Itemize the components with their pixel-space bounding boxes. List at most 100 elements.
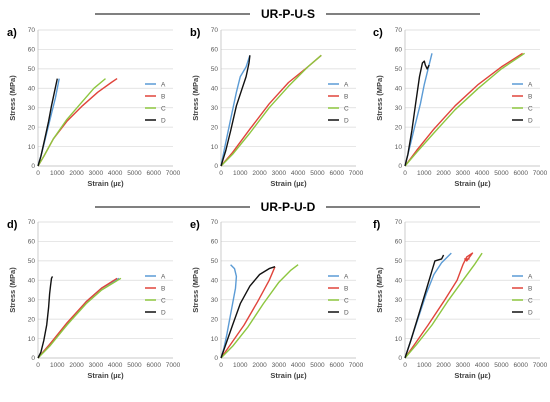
x-tick-label: 5000: [127, 362, 142, 369]
y-axis-title: Stress (MPa): [8, 267, 17, 313]
y-tick-label: 0: [31, 163, 35, 170]
x-tick-label: 7000: [166, 362, 181, 369]
legend-label-b: B: [344, 93, 348, 100]
x-tick-label: 3000: [272, 170, 287, 177]
series-line-a: [220, 264, 238, 359]
x-tick-label: 6000: [329, 170, 344, 177]
y-tick-label: 0: [398, 355, 402, 362]
y-tick-label: 10: [395, 336, 403, 343]
x-tick-label: 5000: [494, 362, 509, 369]
y-tick-label: 50: [28, 66, 36, 73]
y-tick-label: 20: [211, 316, 219, 323]
y-tick-label: 70: [395, 27, 403, 34]
panel-d: d) 0 10 20 30 40 50 60 70 0 1000 2000 3000 4000 5000 60…: [7, 219, 181, 380]
y-tick-label: 0: [31, 355, 35, 362]
legend-label-a: A: [161, 81, 166, 88]
y-tick-label: 20: [28, 124, 36, 131]
group-title-bg-bottom: [250, 198, 326, 214]
x-axis-title: Strain (µε): [87, 179, 124, 188]
legend-label-b: B: [161, 93, 165, 100]
legend-label-d: D: [528, 309, 533, 316]
x-tick-label: 4000: [291, 170, 306, 177]
x-tick-label: 2000: [436, 362, 451, 369]
y-tick-label: 40: [28, 277, 36, 284]
series-line-c: [220, 54, 322, 167]
series-line-b: [37, 277, 118, 359]
y-tick-label: 30: [395, 105, 403, 112]
series-line-c: [37, 78, 106, 167]
x-tick-label: 7000: [166, 170, 181, 177]
y-tick-label: 50: [211, 66, 219, 73]
y-tick-label: 10: [211, 336, 219, 343]
x-tick-label: 1000: [233, 362, 248, 369]
series-line-c: [220, 264, 299, 359]
group-header-top: UR-P-U-S: [95, 5, 480, 21]
y-tick-label: 20: [28, 316, 36, 323]
x-tick-label: 5000: [310, 170, 325, 177]
x-tick-label: 4000: [108, 362, 123, 369]
y-tick-label: 10: [395, 144, 403, 151]
y-tick-label: 60: [211, 47, 219, 54]
series-line-d: [220, 55, 251, 167]
x-tick-label: 0: [36, 362, 40, 369]
y-tick-label: 30: [28, 297, 36, 304]
group-title-bg-top: [250, 5, 326, 21]
panel-f: f) 0 10 20 30 40 50 60 70 0 1000 2000 3000 4000 5000 60…: [373, 219, 548, 380]
legend-label-c: C: [161, 105, 166, 112]
legend-label-a: A: [344, 273, 349, 280]
group-header-bottom: UR-P-U-D: [95, 198, 480, 214]
y-tick-label: 70: [28, 27, 36, 34]
y-tick-label: 30: [395, 297, 403, 304]
y-tick-label: 0: [214, 355, 218, 362]
y-tick-label: 10: [28, 336, 36, 343]
panel-a: a) 0 10 20 30 40 50 60 70 0 1000 2000 3000 4000 5000 60…: [7, 27, 181, 188]
y-tick-label: 0: [398, 163, 402, 170]
x-tick-label: 1000: [417, 362, 432, 369]
y-axis-title: Stress (MPa): [191, 267, 200, 313]
x-tick-label: 1000: [417, 170, 432, 177]
x-tick-label: 0: [36, 170, 40, 177]
y-tick-label: 20: [395, 316, 403, 323]
y-axis-title: Stress (MPa): [8, 75, 17, 121]
y-tick-label: 70: [395, 219, 403, 226]
legend-label-b: B: [344, 285, 348, 292]
series-line-d: [37, 78, 58, 167]
x-tick-label: 1000: [50, 170, 65, 177]
legend-label-c: C: [344, 297, 349, 304]
y-tick-label: 70: [211, 219, 219, 226]
legend-label-c: C: [528, 297, 533, 304]
x-tick-label: 3000: [456, 362, 471, 369]
y-tick-label: 50: [211, 258, 219, 265]
x-tick-label: 4000: [475, 362, 490, 369]
x-axis-title: Strain (µε): [270, 371, 307, 380]
group-title-bottom: UR-P-U-D: [261, 200, 316, 214]
x-tick-label: 4000: [291, 362, 306, 369]
x-tick-label: 7000: [533, 170, 548, 177]
y-tick-label: 50: [28, 258, 36, 265]
y-tick-label: 30: [211, 105, 219, 112]
x-tick-label: 2000: [69, 362, 84, 369]
series-line-a: [220, 55, 251, 167]
panel-label: a): [7, 27, 17, 39]
y-tick-label: 60: [211, 239, 219, 246]
y-axis-title: Stress (MPa): [191, 75, 200, 121]
legend-label-c: C: [161, 297, 166, 304]
y-tick-label: 40: [211, 277, 219, 284]
x-tick-label: 6000: [329, 362, 344, 369]
legend-label-d: D: [528, 117, 533, 124]
x-tick-label: 6000: [146, 170, 161, 177]
legend-label-c: C: [344, 105, 349, 112]
x-tick-label: 6000: [513, 362, 528, 369]
panel-c: c) 0 10 20 30 40 50 60 70 0 1000 2000 3000 4000 5000 60…: [373, 27, 548, 188]
legend-label-a: A: [528, 81, 533, 88]
x-tick-label: 7000: [533, 362, 548, 369]
y-tick-label: 70: [28, 219, 36, 226]
y-tick-label: 30: [211, 297, 219, 304]
legend-label-c: C: [528, 105, 533, 112]
y-tick-label: 60: [395, 239, 403, 246]
panel-label: d): [7, 219, 18, 231]
series-line-d: [220, 266, 276, 359]
y-tick-label: 0: [214, 163, 218, 170]
y-tick-label: 20: [395, 124, 403, 131]
